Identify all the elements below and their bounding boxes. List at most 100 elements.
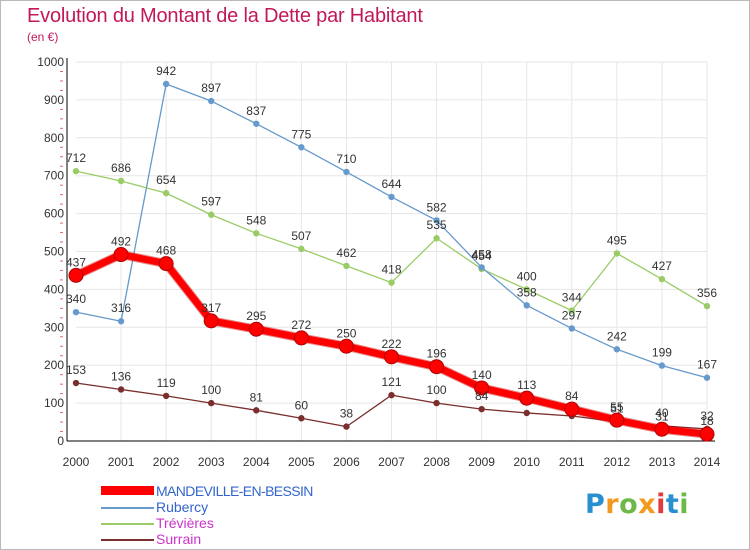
data-label-rubercy: 340 — [66, 292, 86, 306]
data-point-tr-vi-res — [162, 189, 170, 197]
data-point-surrain — [523, 409, 530, 417]
data-point-rubercy — [298, 144, 305, 151]
data-point-tr-vi-res — [523, 286, 530, 293]
data-label-mandeville-en-bessin: 492 — [111, 235, 131, 249]
x-tick-label: 2009 — [468, 455, 495, 469]
data-label-tr-vi-res: 548 — [246, 213, 266, 227]
data-label-rubercy: 358 — [517, 285, 537, 299]
data-point-mandeville-en-bessin — [158, 256, 174, 272]
y-tick-label: 0 — [57, 434, 64, 448]
data-point-tr-vi-res — [658, 275, 666, 283]
x-tick-label: 2007 — [378, 455, 405, 469]
data-label-surrain: 81 — [250, 390, 264, 404]
chart-legend: MANDEVILLE-EN-BESSIN Rubercy Trévières S… — [101, 483, 361, 549]
data-point-surrain — [117, 386, 125, 393]
data-point-tr-vi-res — [208, 211, 215, 218]
data-point-tr-vi-res — [253, 230, 260, 237]
data-label-tr-vi-res: 400 — [517, 269, 537, 283]
axes: 0 100 200 300 400 500 600 700 800 900 1000 2000 2001… — [37, 55, 720, 469]
data-point-tr-vi-res — [613, 250, 621, 257]
logo-letter: t — [665, 489, 680, 520]
data-point-surrain — [388, 391, 395, 399]
data-point-tr-vi-res — [298, 245, 305, 253]
x-tick-label: 2013 — [649, 455, 676, 469]
data-label-rubercy: 942 — [156, 64, 176, 78]
data-label-tr-vi-res: 597 — [201, 195, 221, 209]
x-tick-label: 2001 — [108, 455, 135, 469]
data-label-rubercy: 710 — [336, 152, 356, 166]
data-label-surrain: 100 — [201, 383, 221, 397]
data-point-tr-vi-res — [117, 177, 125, 185]
data-point-mandeville-en-bessin — [338, 338, 354, 354]
data-label-mandeville-en-bessin: 468 — [156, 244, 176, 258]
data-label-mandeville-en-bessin: 295 — [246, 309, 266, 323]
data-point-surrain — [253, 407, 260, 414]
data-label-surrain: 121 — [381, 375, 401, 389]
data-label-tr-vi-res: 535 — [427, 218, 447, 232]
data-point-mandeville-en-bessin — [474, 380, 490, 396]
data-point-rubercy — [253, 120, 260, 127]
data-point-rubercy — [703, 374, 711, 381]
y-tick-label: 600 — [44, 207, 64, 221]
data-point-rubercy — [523, 302, 530, 309]
data-label-tr-vi-res: 418 — [381, 263, 401, 277]
data-label-rubercy: 316 — [111, 301, 131, 315]
data-point-tr-vi-res — [703, 302, 711, 310]
data-point-tr-vi-res — [388, 279, 395, 286]
y-tick-label: 900 — [44, 93, 64, 107]
data-label-rubercy: 582 — [427, 200, 447, 214]
data-label-mandeville-en-bessin: 113 — [517, 378, 536, 392]
legend-label: MANDEVILLE-EN-BESSIN — [156, 483, 313, 499]
x-tick-label: 2010 — [513, 455, 540, 469]
data-point-rubercy — [117, 318, 125, 325]
data-point-surrain — [72, 379, 80, 387]
data-label-mandeville-en-bessin: 272 — [291, 318, 311, 332]
data-point-rubercy — [208, 97, 215, 105]
legend-label: Trévières — [156, 515, 214, 531]
data-point-tr-vi-res — [433, 235, 440, 242]
data-label-mandeville-en-bessin: 196 — [427, 347, 447, 361]
data-label-tr-vi-res: 454 — [472, 249, 492, 263]
chart-title: Evolution du Montant de la Dette par Hab… — [27, 5, 423, 27]
data-label-surrain: 136 — [111, 369, 131, 383]
data-label-mandeville-en-bessin: 55 — [610, 400, 624, 414]
data-point-surrain — [478, 405, 485, 413]
data-label-tr-vi-res: 356 — [697, 286, 717, 300]
data-label-mandeville-en-bessin: 84 — [565, 389, 579, 403]
data-point-surrain — [162, 392, 170, 400]
logo-letter: P — [585, 489, 606, 520]
data-point-rubercy — [343, 168, 350, 176]
data-point-rubercy — [613, 346, 621, 353]
x-tick-label: 2003 — [198, 455, 225, 469]
data-label-tr-vi-res: 344 — [562, 291, 582, 305]
x-tick-label: 2004 — [243, 455, 270, 469]
y-tick-label: 1000 — [37, 55, 64, 69]
series-lines — [68, 80, 715, 442]
data-label-tr-vi-res: 686 — [111, 161, 131, 175]
proxiti-logo: Proxiti — [585, 489, 689, 520]
data-label-mandeville-en-bessin: 222 — [381, 337, 401, 351]
data-label-mandeville-en-bessin: 437 — [66, 255, 86, 269]
data-point-mandeville-en-bessin — [293, 330, 309, 346]
data-label-surrain: 100 — [427, 383, 447, 397]
legend-item-mandeville: MANDEVILLE-EN-BESSIN — [101, 483, 361, 501]
x-tick-label: 2000 — [63, 455, 90, 469]
logo-letter: r — [605, 489, 620, 520]
data-label-rubercy: 242 — [607, 329, 627, 343]
data-label-tr-vi-res: 427 — [652, 259, 672, 273]
data-point-rubercy — [478, 264, 485, 271]
data-point-mandeville-en-bessin — [654, 421, 670, 437]
data-label-surrain: 51 — [610, 402, 624, 416]
legend-item-surrain: Surrain — [101, 531, 361, 549]
legend-swatch — [101, 507, 154, 509]
data-label-surrain: 32 — [700, 409, 714, 423]
data-point-tr-vi-res — [568, 307, 575, 314]
legend-label: Surrain — [156, 531, 202, 547]
logo-letter: o — [619, 489, 639, 520]
data-labels: 153 136 119 100 81 60 38 121 100 84 51 40 32 712 686 65… — [66, 64, 717, 428]
data-label-rubercy: 297 — [562, 308, 582, 322]
legend-label: Rubercy — [156, 499, 209, 515]
y-tick-label: 200 — [44, 358, 64, 372]
data-label-surrain: 60 — [295, 398, 309, 412]
